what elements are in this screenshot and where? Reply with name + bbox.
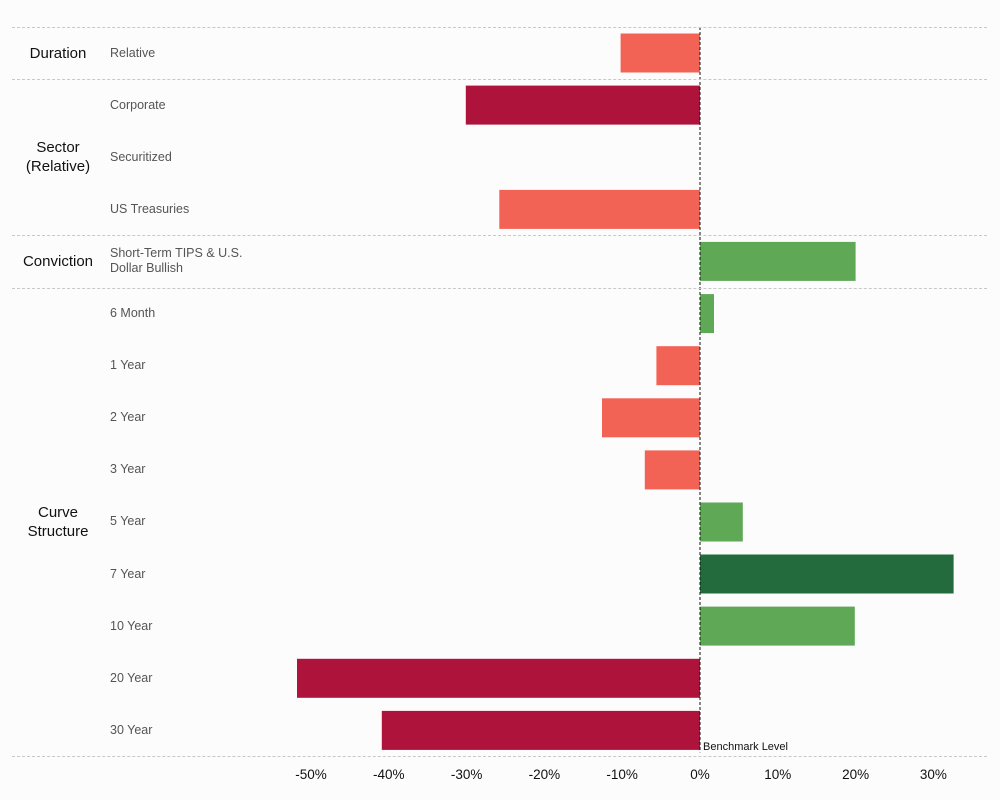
row-label: 1 Year: [110, 358, 146, 373]
bar: [381, 710, 700, 750]
bar: [602, 398, 700, 438]
bar: [700, 502, 743, 542]
bar: [700, 241, 856, 281]
group-label: Conviction: [22, 252, 94, 270]
row-label: 3 Year: [110, 462, 146, 477]
x-tick-label: -50%: [295, 767, 327, 782]
bar: [499, 189, 700, 229]
bar: [644, 450, 700, 490]
x-tick-label: 30%: [919, 767, 947, 782]
x-tick-label: -30%: [450, 767, 483, 782]
group-label: Sector (Relative): [25, 139, 91, 176]
row-label: Short-Term TIPS & U.S. Dollar Bullish: [110, 246, 243, 276]
x-tick-label: 20%: [842, 767, 870, 782]
benchmark-label: Benchmark Level: [703, 741, 788, 753]
row-label: 5 Year: [110, 514, 146, 529]
bar: [620, 33, 700, 73]
bar: [297, 658, 700, 698]
bar: [700, 294, 714, 334]
x-tick-label: 10%: [764, 767, 792, 782]
row-label: Relative: [110, 45, 156, 60]
x-tick-label: -10%: [606, 767, 638, 782]
row-label: 6 Month: [110, 306, 156, 321]
bar: [700, 606, 855, 646]
bar: [465, 85, 700, 125]
group-divider-0: [12, 27, 987, 28]
row-label: Corporate: [110, 97, 166, 112]
x-tick-label: 0%: [690, 767, 710, 782]
row-label: 7 Year: [110, 566, 146, 581]
row-label: US Treasuries: [110, 201, 190, 216]
row-label: 2 Year: [110, 410, 146, 425]
group-divider-2: [12, 235, 987, 236]
group-divider-4: [12, 756, 987, 757]
bar: [656, 346, 700, 386]
row-label: Securitized: [110, 149, 172, 164]
row-label: 20 Year: [110, 670, 153, 685]
x-tick-label: -20%: [528, 767, 561, 782]
group-label: Duration: [29, 44, 87, 62]
group-divider-1: [12, 79, 987, 80]
group-label: Curve Structure: [27, 503, 89, 540]
x-tick-label: -40%: [373, 767, 405, 782]
row-label: 30 Year: [110, 722, 153, 737]
row-label: 10 Year: [110, 618, 153, 633]
group-divider-3: [12, 288, 987, 289]
bar: [700, 554, 954, 594]
